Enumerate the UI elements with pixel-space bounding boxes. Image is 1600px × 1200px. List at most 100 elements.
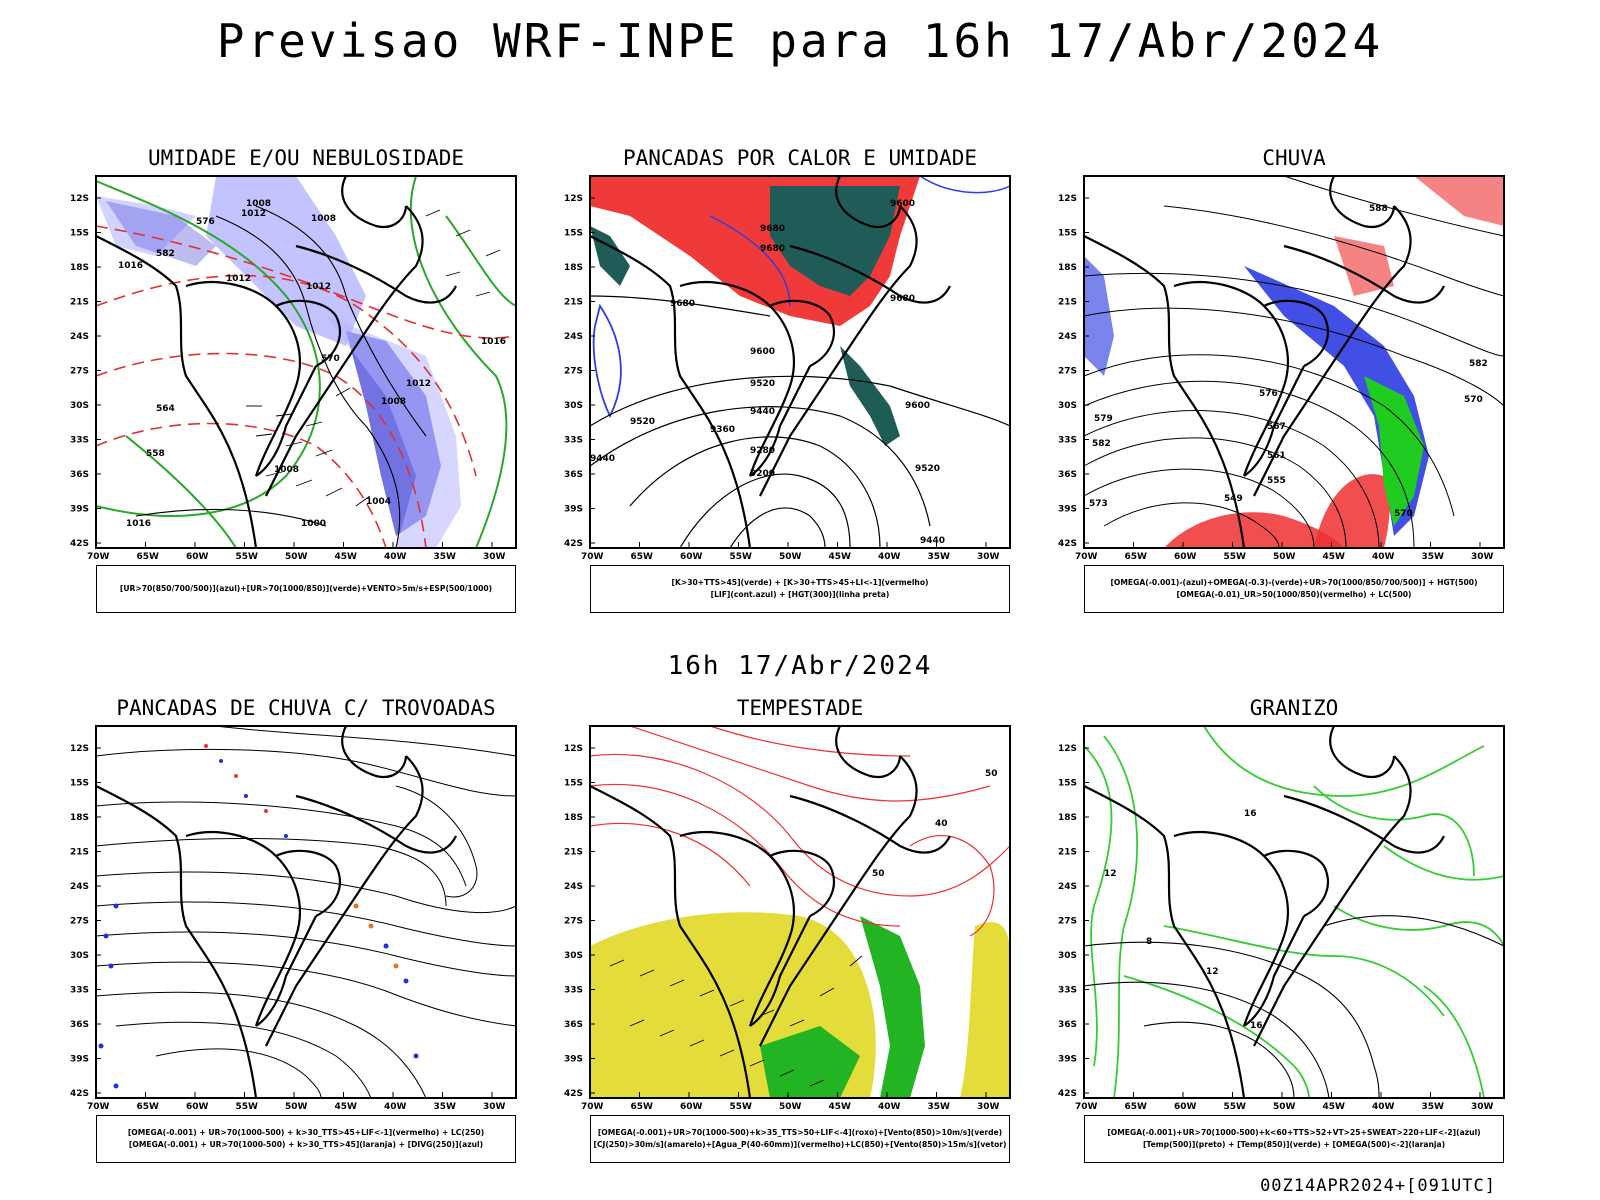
rain-red-patch [1414, 176, 1504, 226]
streamlines [95, 725, 517, 1099]
lon-label: 30W [1471, 552, 1494, 562]
rain-green-band [1364, 376, 1424, 526]
lon-label: 45W [1323, 1102, 1346, 1112]
lon-label: 65W [137, 1102, 160, 1112]
map-label: 1004 [366, 497, 391, 507]
legend-box: [UR>70(850/700/500)](azul)+[UR>70(1000/8… [96, 565, 516, 613]
storm-dots [98, 744, 419, 1089]
coastline-borders [95, 175, 457, 549]
axis-ticks: 12S 15S 18S 21S 24S 27S 30S 33S 36S 39S 42S 70W 65W 6… [1058, 744, 1494, 1112]
lat-label: 24S [564, 882, 583, 892]
main-title: Previsao WRF-INPE para 16h 17/Abr/2024 [216, 14, 1384, 68]
map-label: 1008 [381, 397, 406, 407]
rain-blue-west [1084, 256, 1114, 376]
lif-blue-contour [919, 175, 1011, 194]
lat-label: 39S [564, 505, 583, 515]
heat-teal-region [770, 186, 900, 296]
lat-label: 33S [1058, 436, 1077, 446]
coastline-borders [1083, 175, 1445, 549]
hgt-contour [589, 406, 931, 527]
lat-label: 30S [1058, 401, 1077, 411]
lon-label: 30W [483, 1102, 506, 1112]
map-label: 9680 [670, 299, 695, 309]
lat-label: 39S [70, 505, 89, 515]
lon-label: 30W [1471, 1102, 1494, 1112]
map-label: 573 [1089, 499, 1108, 509]
lat-label: 27S [564, 917, 583, 927]
lat-label: 39S [564, 1055, 583, 1065]
map-label: 9440 [590, 454, 615, 464]
map-label: 561 [1267, 451, 1286, 461]
lat-label: 12S [70, 194, 89, 204]
lat-label: 15S [564, 779, 583, 789]
coastline-borders [95, 725, 457, 1099]
lat-label: 30S [70, 951, 89, 961]
map-label: 9600 [750, 347, 775, 357]
lon-label: 60W [680, 1102, 703, 1112]
lat-label: 21S [70, 298, 89, 308]
coastline-borders [1083, 725, 1445, 1099]
lat-label: 24S [1058, 332, 1077, 342]
map-label: 1012 [306, 282, 331, 292]
lon-label: 60W [1174, 552, 1197, 562]
isobar-line [215, 215, 401, 549]
rain-red-region [1164, 512, 1344, 548]
heat-teal-streak [840, 346, 900, 446]
map-label: 1012 [226, 274, 251, 284]
lon-label: 35W [1422, 552, 1445, 562]
lon-label: 70W [87, 552, 110, 562]
lat-label: 42S [1058, 1089, 1077, 1099]
map-label: 555 [1267, 476, 1286, 486]
lon-label: 30W [977, 1102, 1000, 1112]
humidity-mid-band [326, 316, 461, 548]
lon-label: 40W [1372, 552, 1395, 562]
map-label: 16 [1244, 809, 1257, 819]
lat-label: 18S [1058, 813, 1077, 823]
legend-box: [OMEGA(-0.001) + UR>70(1000-500) + k>30_… [96, 1115, 516, 1163]
map-label: 579 [1094, 414, 1113, 424]
legend-line: [OMEGA(-0.001)+UR>70(1000-500)+k>35_TTS>… [597, 1128, 1003, 1137]
legend-box: [OMEGA(-0.001)+UR>70(1000-500)+k>35_TTS>… [590, 1115, 1010, 1163]
lon-label: 45W [829, 1102, 852, 1112]
lon-label: 55W [1224, 1102, 1247, 1112]
hgt-contour [679, 473, 851, 549]
lon-label: 35W [1422, 1102, 1445, 1112]
mid-date: 16h 17/Abr/2024 [667, 651, 933, 681]
lon-label: 50W [285, 1102, 308, 1112]
axis-ticks: 12S 15S 18S 21S 24S 27S 30S 33S 36S 39S 42S 70W 65W 6… [70, 744, 506, 1112]
lat-label: 42S [564, 1089, 583, 1099]
lon-label: 55W [730, 552, 753, 562]
lon-label: 35W [434, 552, 457, 562]
map-label: 582 [1469, 359, 1488, 369]
green-contour [445, 215, 517, 307]
lon-label: 45W [829, 552, 852, 562]
lat-label: 15S [1058, 779, 1077, 789]
lon-label: 70W [87, 1102, 110, 1112]
legend-line: [OMEGA(-0.001)+UR>70(1000-500)+k<60+TTS>… [1107, 1128, 1481, 1137]
wind-green-band [860, 916, 925, 1098]
panel-title: PANCADAS DE CHUVA C/ TROVOADAS [116, 696, 496, 720]
temp850-contours [1083, 725, 1505, 1099]
map-label: 9280 [750, 446, 775, 456]
green-contour [409, 175, 508, 549]
lat-label: 15S [564, 229, 583, 239]
lon-label: 55W [236, 552, 259, 562]
lon-label: 50W [1273, 552, 1296, 562]
legend-line: [Temp(500)](preto) + [Temp(850)](verde) … [1142, 1140, 1446, 1149]
panel-title: TEMPESTADE [736, 696, 864, 720]
lat-label: 12S [1058, 194, 1077, 204]
lat-label: 24S [1058, 882, 1077, 892]
map-label: 1000 [301, 519, 326, 529]
map-label: 9600 [890, 199, 915, 209]
lat-label: 24S [70, 882, 89, 892]
lat-label: 27S [70, 917, 89, 927]
map-tempestade: 40 50 50 12S 15S 18S 21S 24S 27S 30S 33S 36S 39S 4… [564, 725, 1011, 1112]
lat-label: 15S [70, 779, 89, 789]
legend-box: [K>30+TTS>45](verde) + [K>30+TTS>45+LI<-… [590, 565, 1010, 613]
axis-ticks: 12S 15S 18S 21S 24S 27S 30S 33S 36S 39S 42S 70W 65W 6… [70, 194, 506, 562]
map-label: 549 [1224, 494, 1243, 504]
map-label: 9520 [750, 379, 775, 389]
lon-label: 65W [1125, 1102, 1148, 1112]
lon-label: 70W [581, 552, 604, 562]
rain-red-region [1314, 474, 1390, 548]
